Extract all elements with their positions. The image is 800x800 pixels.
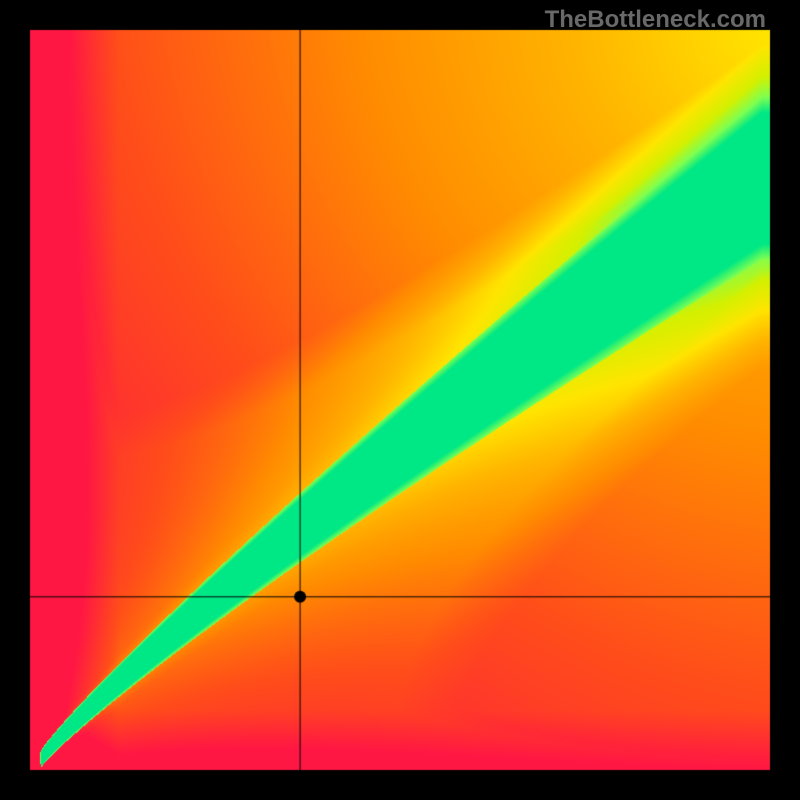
bottleneck-heatmap bbox=[0, 0, 800, 800]
watermark-text: TheBottleneck.com bbox=[545, 6, 766, 34]
